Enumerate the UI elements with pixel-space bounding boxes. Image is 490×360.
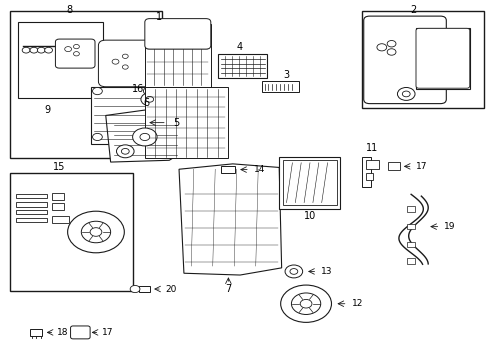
Bar xyxy=(279,157,340,209)
Circle shape xyxy=(37,47,45,53)
Text: 12: 12 xyxy=(351,299,363,308)
Bar xyxy=(16,210,47,215)
Bar xyxy=(407,206,415,212)
Text: 5: 5 xyxy=(173,118,179,128)
Text: 17: 17 xyxy=(416,162,427,171)
Bar xyxy=(366,160,379,169)
Circle shape xyxy=(130,285,140,293)
Circle shape xyxy=(141,93,159,106)
Circle shape xyxy=(140,134,150,140)
Text: 7: 7 xyxy=(225,284,231,294)
Text: 2: 2 xyxy=(411,5,416,15)
Bar xyxy=(262,81,299,92)
Polygon shape xyxy=(179,164,282,275)
Text: 20: 20 xyxy=(166,284,177,293)
FancyBboxPatch shape xyxy=(145,19,211,49)
Text: 18: 18 xyxy=(57,328,69,337)
Text: 13: 13 xyxy=(321,267,333,276)
Bar xyxy=(139,286,150,292)
Bar xyxy=(283,160,337,205)
Bar xyxy=(30,329,42,336)
Circle shape xyxy=(146,96,154,102)
Circle shape xyxy=(285,265,303,278)
Circle shape xyxy=(387,49,396,55)
Bar xyxy=(362,12,485,108)
Text: 8: 8 xyxy=(66,5,72,15)
Circle shape xyxy=(144,134,153,140)
Circle shape xyxy=(144,87,153,95)
Bar xyxy=(52,193,64,200)
Text: 1: 1 xyxy=(155,12,162,22)
Bar xyxy=(52,203,64,211)
Circle shape xyxy=(74,44,79,49)
Circle shape xyxy=(122,54,128,58)
Bar xyxy=(388,162,400,170)
Circle shape xyxy=(93,134,102,140)
Circle shape xyxy=(65,46,72,51)
Circle shape xyxy=(22,47,30,53)
Circle shape xyxy=(387,41,396,47)
Text: 17: 17 xyxy=(102,328,114,337)
Text: 11: 11 xyxy=(366,143,378,153)
Bar xyxy=(146,105,155,108)
Bar xyxy=(145,87,228,158)
Text: 6: 6 xyxy=(143,98,149,108)
Circle shape xyxy=(90,228,102,236)
Polygon shape xyxy=(106,110,184,162)
Text: 3: 3 xyxy=(284,70,290,80)
FancyBboxPatch shape xyxy=(98,40,155,87)
Bar xyxy=(362,157,371,187)
Circle shape xyxy=(68,211,124,253)
FancyBboxPatch shape xyxy=(71,326,90,339)
Circle shape xyxy=(402,91,410,97)
Circle shape xyxy=(133,128,157,146)
Bar xyxy=(52,216,69,223)
Circle shape xyxy=(93,87,102,95)
FancyBboxPatch shape xyxy=(416,28,470,88)
Text: 14: 14 xyxy=(254,165,265,174)
Circle shape xyxy=(81,221,111,243)
Bar xyxy=(18,22,103,98)
Bar xyxy=(366,173,373,180)
Circle shape xyxy=(300,300,312,308)
Bar xyxy=(218,54,267,78)
Circle shape xyxy=(397,87,415,100)
Circle shape xyxy=(377,44,387,51)
Text: 16: 16 xyxy=(132,84,145,94)
Bar xyxy=(10,173,133,291)
Bar xyxy=(407,224,415,229)
Circle shape xyxy=(30,47,38,53)
Text: 15: 15 xyxy=(53,162,66,172)
Circle shape xyxy=(122,65,128,69)
Bar xyxy=(10,12,162,158)
Circle shape xyxy=(112,59,119,64)
Bar xyxy=(16,218,47,222)
Text: 10: 10 xyxy=(304,211,316,221)
Bar xyxy=(407,242,415,247)
Circle shape xyxy=(117,145,134,158)
Circle shape xyxy=(281,285,331,322)
FancyBboxPatch shape xyxy=(364,16,446,104)
Bar xyxy=(91,87,155,144)
Text: 19: 19 xyxy=(444,222,455,231)
Circle shape xyxy=(290,269,298,274)
Circle shape xyxy=(74,51,79,56)
Bar xyxy=(416,28,470,89)
Circle shape xyxy=(45,47,52,53)
Circle shape xyxy=(292,293,321,315)
Circle shape xyxy=(122,148,129,154)
Bar xyxy=(16,202,47,207)
Bar xyxy=(220,166,235,173)
Text: 4: 4 xyxy=(237,42,243,52)
Bar xyxy=(407,258,415,264)
FancyBboxPatch shape xyxy=(55,39,95,68)
Bar xyxy=(145,24,211,87)
Text: 9: 9 xyxy=(44,105,50,115)
Bar xyxy=(16,194,47,198)
